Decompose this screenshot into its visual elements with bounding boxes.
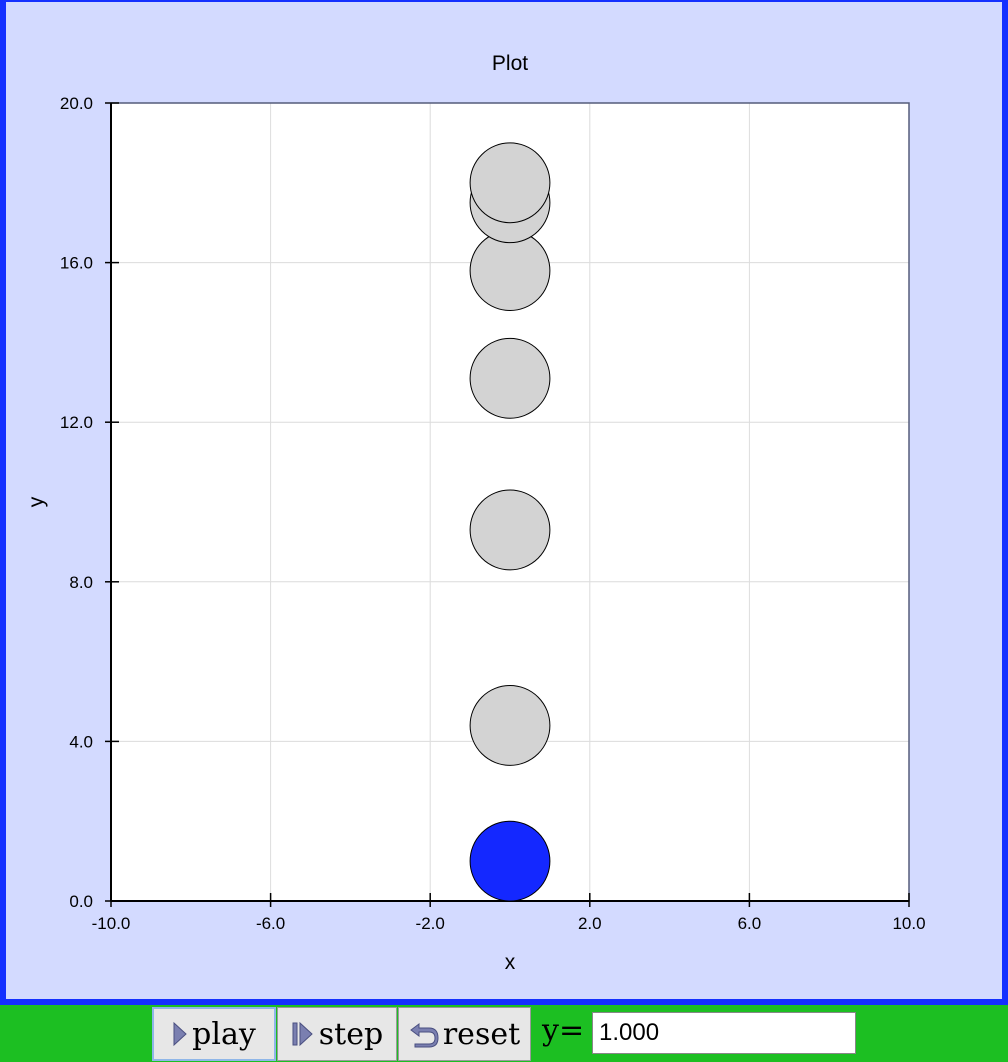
y-tick-label: 4.0 bbox=[69, 732, 93, 751]
x-tick-label: 6.0 bbox=[738, 914, 762, 933]
play-icon bbox=[172, 1021, 188, 1047]
x-tick-label: -6.0 bbox=[256, 914, 285, 933]
play-label: play bbox=[192, 1016, 256, 1052]
y-field-label: y= bbox=[542, 1013, 585, 1048]
plot-chart: -10.0 -6.0 -2.0 2.0 6.0 10.0 0.0 4.0 8.0 12.0 16.0… bbox=[25, 52, 926, 974]
current-point bbox=[469, 820, 551, 902]
trail-point bbox=[469, 142, 551, 224]
y-tick-label: 0.0 bbox=[69, 892, 93, 911]
trail-point bbox=[469, 489, 551, 571]
y-axis-label: y bbox=[25, 496, 48, 507]
plot-panel: -10.0 -6.0 -2.0 2.0 6.0 10.0 0.0 4.0 8.0 12.0 16.0… bbox=[0, 0, 1008, 1005]
chart-title: Plot bbox=[492, 52, 528, 75]
reset-label: reset bbox=[442, 1016, 521, 1052]
control-bar: play step reset y= bbox=[0, 1005, 1008, 1062]
trail-point bbox=[469, 685, 551, 766]
step-icon bbox=[291, 1021, 315, 1047]
trail-point bbox=[469, 337, 551, 419]
x-axis-label: x bbox=[505, 951, 516, 974]
y-tick-label: 20.0 bbox=[60, 94, 93, 113]
step-button[interactable]: step bbox=[277, 1007, 397, 1061]
x-tick-label: -2.0 bbox=[416, 914, 445, 933]
y-tick-label: 8.0 bbox=[69, 573, 93, 592]
step-label: step bbox=[318, 1016, 384, 1052]
reset-button[interactable]: reset bbox=[398, 1007, 531, 1061]
x-tick-label: -10.0 bbox=[92, 914, 131, 933]
y-tick-label: 16.0 bbox=[60, 254, 93, 273]
x-tick-label: 10.0 bbox=[892, 914, 925, 933]
y-tick-label: 12.0 bbox=[60, 413, 93, 432]
x-tick-label: 2.0 bbox=[578, 914, 602, 933]
reset-icon bbox=[409, 1020, 439, 1048]
y-value-input[interactable] bbox=[592, 1012, 856, 1054]
play-button[interactable]: play bbox=[152, 1007, 276, 1061]
